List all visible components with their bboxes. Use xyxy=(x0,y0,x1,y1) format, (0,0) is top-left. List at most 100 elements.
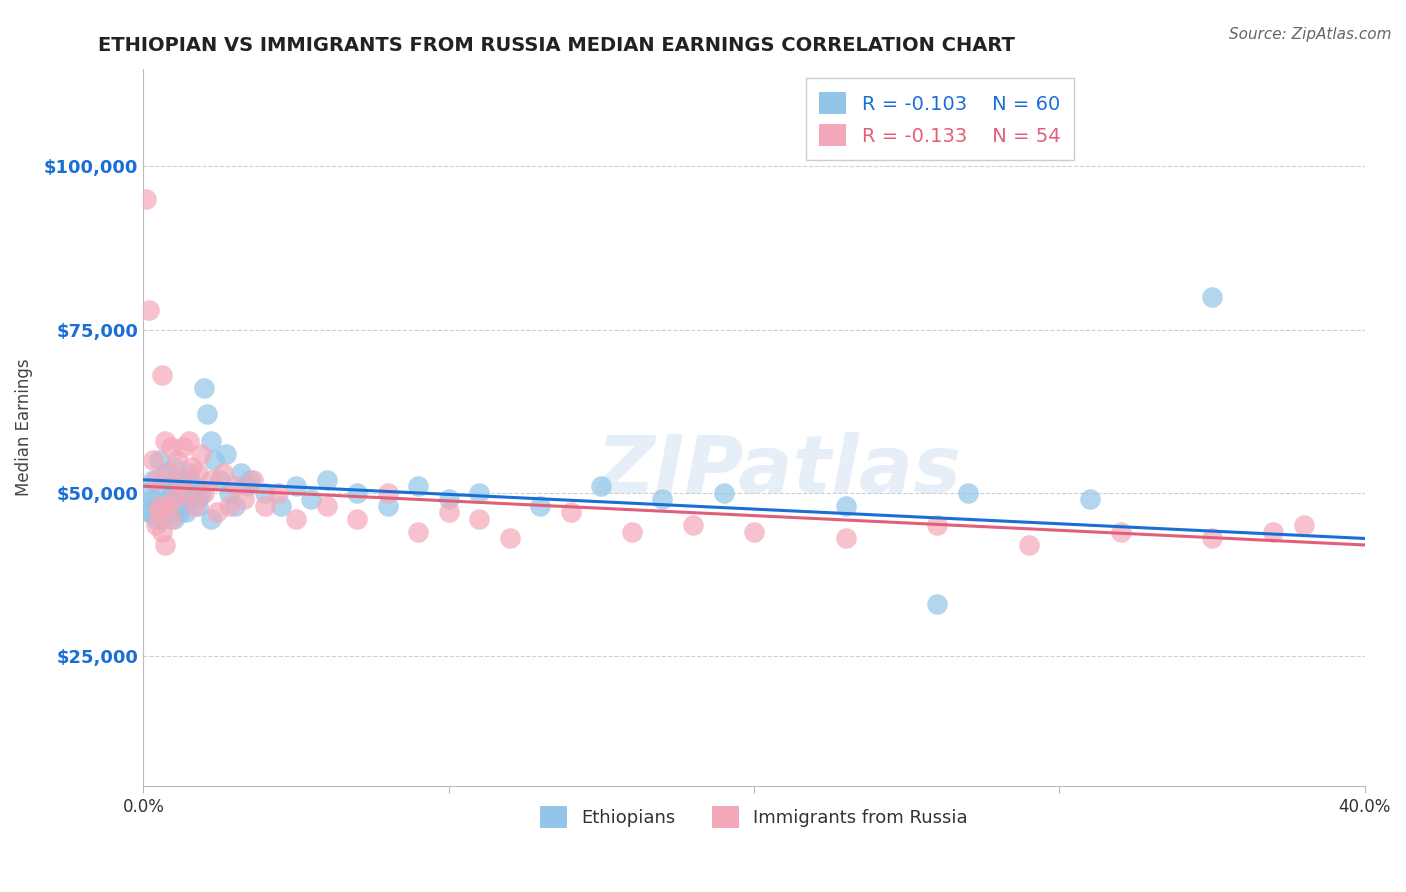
Point xyxy=(181,459,204,474)
Point xyxy=(834,532,856,546)
Point xyxy=(179,434,201,448)
Point xyxy=(218,485,240,500)
Point xyxy=(208,473,231,487)
Point xyxy=(254,485,277,500)
Point xyxy=(233,492,256,507)
Point xyxy=(187,466,209,480)
Point xyxy=(160,512,183,526)
Point xyxy=(267,485,290,500)
Point xyxy=(437,505,460,519)
Point xyxy=(224,479,246,493)
Point xyxy=(285,479,308,493)
Point xyxy=(179,473,201,487)
Text: ETHIOPIAN VS IMMIGRANTS FROM RUSSIA MEDIAN EARNINGS CORRELATION CHART: ETHIOPIAN VS IMMIGRANTS FROM RUSSIA MEDI… xyxy=(98,36,1015,54)
Point xyxy=(1263,524,1285,539)
Point xyxy=(138,505,160,519)
Point xyxy=(197,408,219,422)
Point xyxy=(1201,532,1223,546)
Point xyxy=(141,492,163,507)
Point xyxy=(239,473,262,487)
Point xyxy=(150,479,173,493)
Point xyxy=(229,466,252,480)
Point xyxy=(174,505,197,519)
Point xyxy=(184,499,207,513)
Point xyxy=(406,479,429,493)
Point xyxy=(172,440,194,454)
Point xyxy=(181,492,204,507)
Point xyxy=(1292,518,1315,533)
Point xyxy=(187,499,209,513)
Point xyxy=(215,447,238,461)
Point xyxy=(1201,290,1223,304)
Point xyxy=(153,466,176,480)
Point xyxy=(138,505,160,519)
Text: Source: ZipAtlas.com: Source: ZipAtlas.com xyxy=(1229,27,1392,42)
Point xyxy=(156,466,179,480)
Point xyxy=(299,492,322,507)
Point xyxy=(1078,492,1101,507)
Point xyxy=(1018,538,1040,552)
Point xyxy=(315,499,337,513)
Point xyxy=(190,485,212,500)
Point xyxy=(163,512,186,526)
Point xyxy=(169,499,191,513)
Point xyxy=(285,512,308,526)
Point xyxy=(218,499,240,513)
Point xyxy=(138,303,160,318)
Point xyxy=(682,518,704,533)
Legend: Ethiopians, Immigrants from Russia: Ethiopians, Immigrants from Russia xyxy=(533,798,976,835)
Point xyxy=(200,434,222,448)
Point xyxy=(150,524,173,539)
Point xyxy=(148,453,170,467)
Point xyxy=(145,512,167,526)
Point xyxy=(927,597,949,611)
Point xyxy=(620,524,643,539)
Point xyxy=(254,499,277,513)
Point xyxy=(141,453,163,467)
Point xyxy=(211,466,233,480)
Point xyxy=(172,485,194,500)
Point xyxy=(153,434,176,448)
Point xyxy=(156,492,179,507)
Point xyxy=(651,492,673,507)
Point xyxy=(145,473,167,487)
Y-axis label: Median Earnings: Median Earnings xyxy=(15,359,32,496)
Point xyxy=(135,485,157,500)
Point xyxy=(150,368,173,383)
Point xyxy=(169,473,191,487)
Point xyxy=(560,505,582,519)
Point xyxy=(141,473,163,487)
Point xyxy=(169,505,191,519)
Point xyxy=(468,485,491,500)
Point xyxy=(529,499,551,513)
Point xyxy=(242,473,264,487)
Point xyxy=(156,499,179,513)
Point xyxy=(200,512,222,526)
Point xyxy=(202,453,225,467)
Point xyxy=(135,192,157,206)
Point xyxy=(468,512,491,526)
Point xyxy=(713,485,735,500)
Point xyxy=(499,532,522,546)
Point xyxy=(187,492,209,507)
Point xyxy=(437,492,460,507)
Point xyxy=(236,479,259,493)
Point xyxy=(205,505,228,519)
Point xyxy=(742,524,765,539)
Point xyxy=(148,505,170,519)
Point xyxy=(174,485,197,500)
Point xyxy=(270,499,292,513)
Point xyxy=(163,459,186,474)
Point xyxy=(145,518,167,533)
Point xyxy=(377,485,399,500)
Point xyxy=(834,499,856,513)
Point xyxy=(190,447,212,461)
Point xyxy=(1109,524,1132,539)
Point xyxy=(315,473,337,487)
Point xyxy=(156,499,179,513)
Point xyxy=(160,440,183,454)
Point xyxy=(160,479,183,493)
Point xyxy=(346,512,368,526)
Point xyxy=(153,538,176,552)
Point xyxy=(166,453,188,467)
